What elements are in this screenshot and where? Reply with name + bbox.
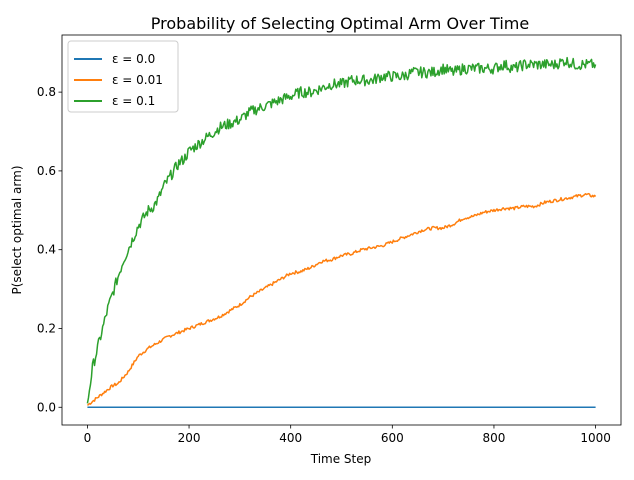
y-tick-label: 0.4 [37, 243, 56, 257]
series-line-2 [86, 56, 597, 404]
chart-title: Probability of Selecting Optimal Arm Ove… [151, 14, 529, 33]
x-tick-label: 200 [178, 431, 201, 445]
x-tick-label: 0 [84, 431, 92, 445]
y-tick-label: 0.0 [37, 400, 56, 414]
x-axis-ticks: 0 200 400 600 800 1000 [84, 425, 611, 445]
x-tick-label: 800 [483, 431, 506, 445]
legend: ε = 0.0 ε = 0.01 ε = 0.1 [67, 40, 179, 113]
x-tick-label: 1000 [580, 431, 611, 445]
x-tick-label: 600 [381, 431, 404, 445]
y-axis-ticks: 0.0 0.2 0.4 0.6 0.8 [37, 85, 62, 414]
series-layer [86, 56, 597, 409]
x-tick-label: 400 [279, 431, 302, 445]
legend-label-1: ε = 0.01 [112, 73, 163, 87]
y-axis-label: P(select optimal arm) [10, 165, 24, 294]
axes-frame [61, 34, 622, 426]
y-tick-label: 0.6 [37, 164, 56, 178]
legend-label-0: ε = 0.0 [112, 52, 155, 66]
legend-label-2: ε = 0.1 [112, 94, 155, 108]
y-tick-label: 0.2 [37, 321, 56, 335]
series-line-1 [86, 192, 597, 406]
x-axis-label: Time Step [310, 452, 372, 466]
y-tick-label: 0.8 [37, 85, 56, 99]
